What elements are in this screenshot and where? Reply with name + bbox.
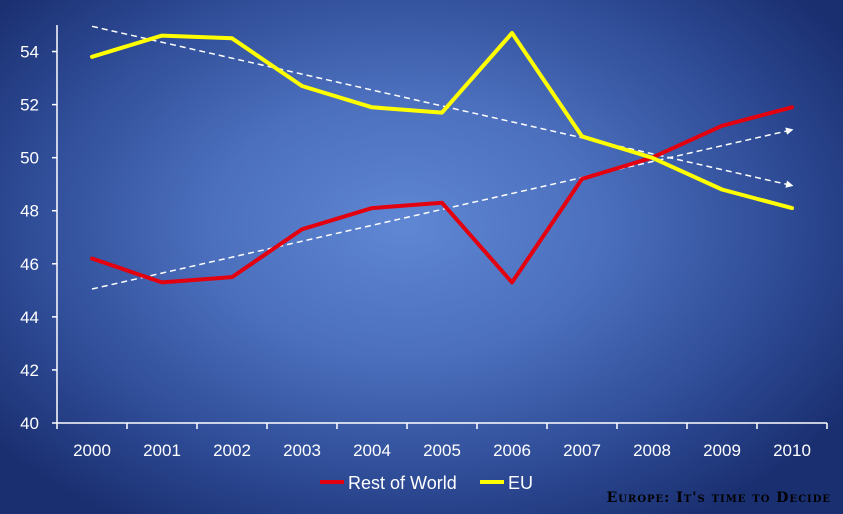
y-tick-label: 40 (20, 414, 39, 433)
x-tick-label: 2008 (633, 441, 671, 460)
x-tick-label: 2004 (353, 441, 391, 460)
legend-label-rest-of-world: Rest of World (348, 473, 457, 493)
y-tick-label: 52 (20, 96, 39, 115)
trendline-eu (91, 25, 794, 188)
x-tick-label: 2009 (703, 441, 741, 460)
trendline-rest-of-world (91, 127, 794, 290)
y-tick-label: 46 (20, 255, 39, 274)
x-tick-label: 2003 (283, 441, 321, 460)
x-tick-label: 2001 (143, 441, 181, 460)
x-tick-label: 2002 (213, 441, 251, 460)
y-tick-label: 44 (20, 308, 39, 327)
watermark-text: Europe: It's time to Decide (606, 490, 831, 506)
series-line-rest-of-world (90, 105, 794, 285)
x-tick-label: 2010 (773, 441, 811, 460)
y-tick-label: 54 (20, 43, 39, 62)
x-tick-label: 2005 (423, 441, 461, 460)
y-tick-label: 42 (20, 361, 39, 380)
x-tick-label: 2006 (493, 441, 531, 460)
y-tick-label: 50 (20, 149, 39, 168)
x-tick-label: 2000 (73, 441, 111, 460)
y-tick-label: 48 (20, 202, 39, 221)
series-line-eu (90, 31, 794, 211)
legend-label-eu: EU (508, 473, 533, 493)
x-tick-label: 2007 (563, 441, 601, 460)
